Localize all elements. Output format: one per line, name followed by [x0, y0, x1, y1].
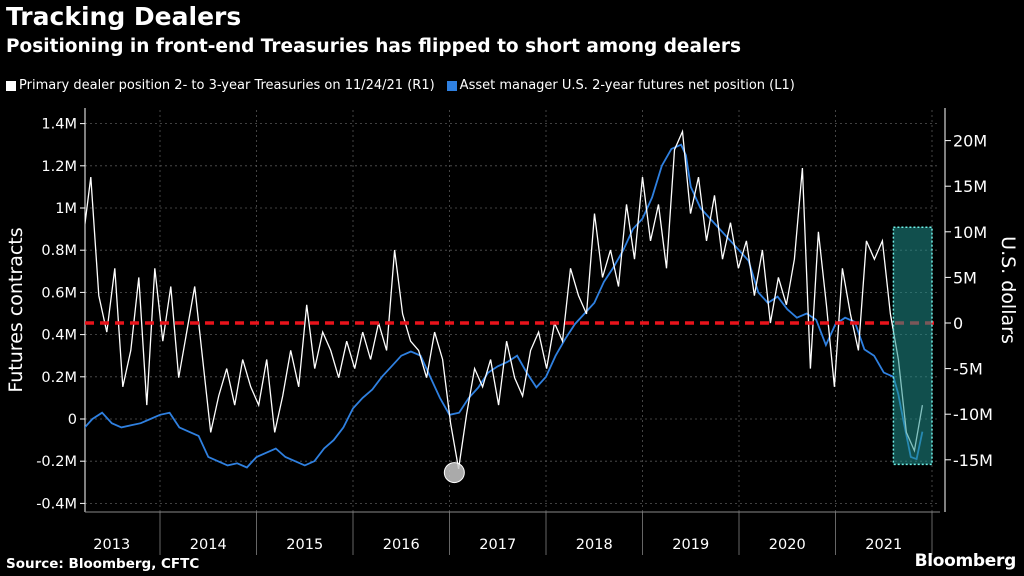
- chart-subtitle: Positioning in front-end Treasuries has …: [6, 36, 741, 57]
- left-axis-title: Futures contracts: [5, 227, 27, 392]
- right-axis-title: U.S. dollars: [997, 236, 1019, 344]
- x-tick-label: 2020: [769, 537, 806, 553]
- legend-label: Asset manager U.S. 2-year futures net po…: [459, 78, 795, 93]
- left-tick-label: 1M: [55, 201, 77, 217]
- series-group: [85, 128, 924, 470]
- chart-title: Tracking Dealers: [6, 2, 242, 31]
- x-tick-label: 2014: [190, 537, 227, 553]
- legend: Primary dealer position 2- to 3-year Tre…: [6, 78, 795, 93]
- left-tick-label: -0.4M: [36, 496, 77, 512]
- right-tick-label: 15M: [953, 177, 987, 196]
- left-tick-label: 1.4M: [41, 117, 77, 133]
- low-point-marker: [443, 462, 465, 484]
- left-tick-label: -0.2M: [36, 454, 77, 470]
- left-tick-label: 0.2M: [41, 370, 77, 386]
- left-tick-label: 1.2M: [41, 159, 77, 175]
- right-tick-label: 10M: [953, 223, 987, 242]
- left-tick-label: 0.4M: [41, 328, 77, 344]
- left-tick-label: 0: [68, 412, 77, 428]
- source-note: Source: Bloomberg, CFTC: [6, 556, 200, 572]
- left-tick-label: 0.6M: [41, 285, 77, 301]
- x-tick-label: 2013: [93, 537, 130, 553]
- right-tick-label: 20M: [953, 132, 987, 151]
- legend-swatch-blue: [446, 80, 457, 91]
- legend-item-dealer: Primary dealer position 2- to 3-year Tre…: [6, 78, 435, 93]
- legend-label: Primary dealer position 2- to 3-year Tre…: [19, 78, 435, 93]
- right-tick-label: -5M: [953, 360, 983, 379]
- x-tick-label: 2016: [383, 537, 420, 553]
- x-tick-label: 2015: [286, 537, 323, 553]
- primary-dealer-line: [85, 128, 924, 470]
- right-tick-label: -15M: [953, 451, 993, 470]
- legend-item-asset-manager: Asset manager U.S. 2-year futures net po…: [446, 78, 795, 93]
- right-tick-label: 0: [953, 314, 963, 333]
- asset-manager-line: [85, 143, 924, 469]
- left-tick-label: 0.8M: [41, 243, 77, 259]
- x-tick-label: 2018: [576, 537, 613, 553]
- right-tick-label: 5M: [953, 268, 977, 287]
- x-tick-label: 2021: [865, 537, 902, 553]
- right-tick-label: -10M: [953, 405, 993, 424]
- bloomberg-logo: Bloomberg: [914, 551, 1017, 571]
- x-tick-label: 2017: [479, 537, 516, 553]
- highlight-box: [892, 226, 933, 466]
- legend-swatch-white: [6, 80, 16, 91]
- x-tick-label: 2019: [672, 537, 709, 553]
